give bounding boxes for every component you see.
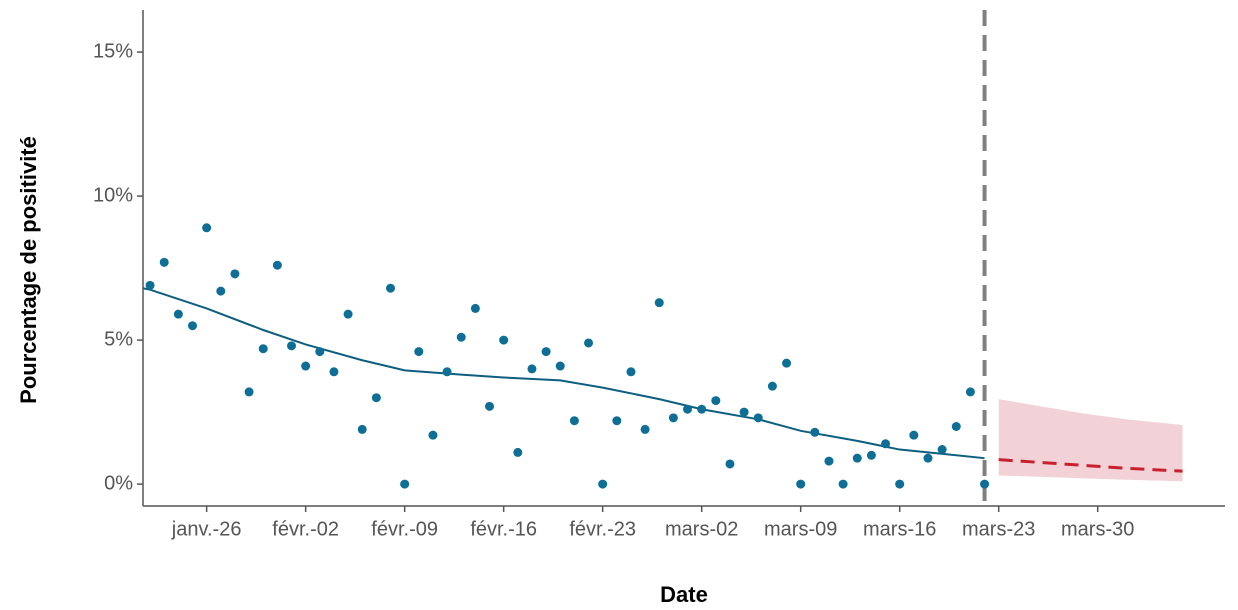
x-tick-label: févr.-09 bbox=[371, 518, 438, 540]
data-point bbox=[909, 430, 919, 440]
trend-line bbox=[142, 287, 985, 460]
forecast-line bbox=[998, 458, 1183, 473]
data-point bbox=[555, 361, 565, 371]
x-tick-label: janv.-26 bbox=[171, 518, 242, 540]
x-tick-label: févr.-16 bbox=[470, 518, 537, 540]
x-tick-label: mars-02 bbox=[665, 518, 738, 540]
data-point bbox=[980, 479, 990, 489]
data-point bbox=[584, 338, 594, 348]
data-point bbox=[442, 367, 452, 377]
data-point bbox=[272, 260, 282, 270]
data-point bbox=[216, 286, 226, 296]
data-point bbox=[258, 344, 268, 354]
y-tick-label: 10% bbox=[93, 184, 133, 206]
data-point bbox=[287, 341, 297, 351]
data-point bbox=[173, 309, 183, 319]
data-point bbox=[739, 407, 749, 417]
data-point bbox=[598, 479, 608, 489]
data-point bbox=[301, 361, 311, 371]
data-point bbox=[414, 347, 424, 357]
data-point bbox=[188, 321, 198, 331]
data-point bbox=[683, 404, 693, 414]
data-point bbox=[470, 303, 480, 313]
x-tick-label: févr.-23 bbox=[569, 518, 636, 540]
y-axis-title: Pourcentage de positivité bbox=[16, 136, 41, 404]
data-point bbox=[244, 387, 254, 397]
data-point bbox=[753, 413, 763, 423]
data-point bbox=[400, 479, 410, 489]
data-point bbox=[159, 257, 169, 267]
data-point bbox=[951, 422, 961, 432]
data-point bbox=[329, 367, 339, 377]
data-point bbox=[527, 364, 537, 374]
data-point bbox=[315, 347, 325, 357]
data-point bbox=[725, 459, 735, 469]
data-point bbox=[202, 223, 212, 233]
data-point bbox=[612, 416, 622, 426]
data-point bbox=[640, 424, 650, 434]
data-point bbox=[838, 479, 848, 489]
data-point bbox=[343, 309, 353, 319]
data-point bbox=[230, 269, 240, 279]
x-tick-label: févr.-02 bbox=[272, 518, 339, 540]
y-tick-label: 5% bbox=[104, 328, 133, 350]
x-tick-label: mars-09 bbox=[764, 518, 837, 540]
data-point bbox=[810, 427, 820, 437]
data-point bbox=[456, 332, 466, 342]
y-tick-label: 15% bbox=[93, 40, 133, 62]
data-point bbox=[541, 347, 551, 357]
data-point bbox=[782, 358, 792, 368]
data-point bbox=[386, 283, 396, 293]
data-point bbox=[513, 447, 523, 457]
x-tick-label: mars-23 bbox=[962, 518, 1035, 540]
data-point bbox=[824, 456, 834, 466]
data-point bbox=[937, 445, 947, 455]
data-point bbox=[923, 453, 933, 463]
data-point bbox=[895, 479, 905, 489]
x-tick-label: mars-16 bbox=[863, 518, 936, 540]
data-point bbox=[881, 439, 891, 449]
data-point bbox=[626, 367, 636, 377]
data-point bbox=[371, 393, 381, 403]
data-point bbox=[668, 413, 678, 423]
data-point bbox=[965, 387, 975, 397]
x-tick-label: mars-30 bbox=[1061, 518, 1134, 540]
data-point bbox=[866, 450, 876, 460]
data-point bbox=[697, 404, 707, 414]
data-point bbox=[145, 280, 155, 290]
data-point bbox=[654, 298, 664, 308]
data-point bbox=[485, 401, 495, 411]
data-point bbox=[428, 430, 438, 440]
data-point bbox=[569, 416, 579, 426]
data-point bbox=[711, 396, 721, 406]
x-axis-title: Date bbox=[660, 582, 708, 607]
data-point bbox=[796, 479, 806, 489]
data-point bbox=[852, 453, 862, 463]
data-point bbox=[767, 381, 777, 391]
forecast-band bbox=[998, 399, 1183, 482]
y-tick-label: 0% bbox=[104, 472, 133, 494]
data-point bbox=[357, 424, 367, 434]
data-point bbox=[499, 335, 509, 345]
